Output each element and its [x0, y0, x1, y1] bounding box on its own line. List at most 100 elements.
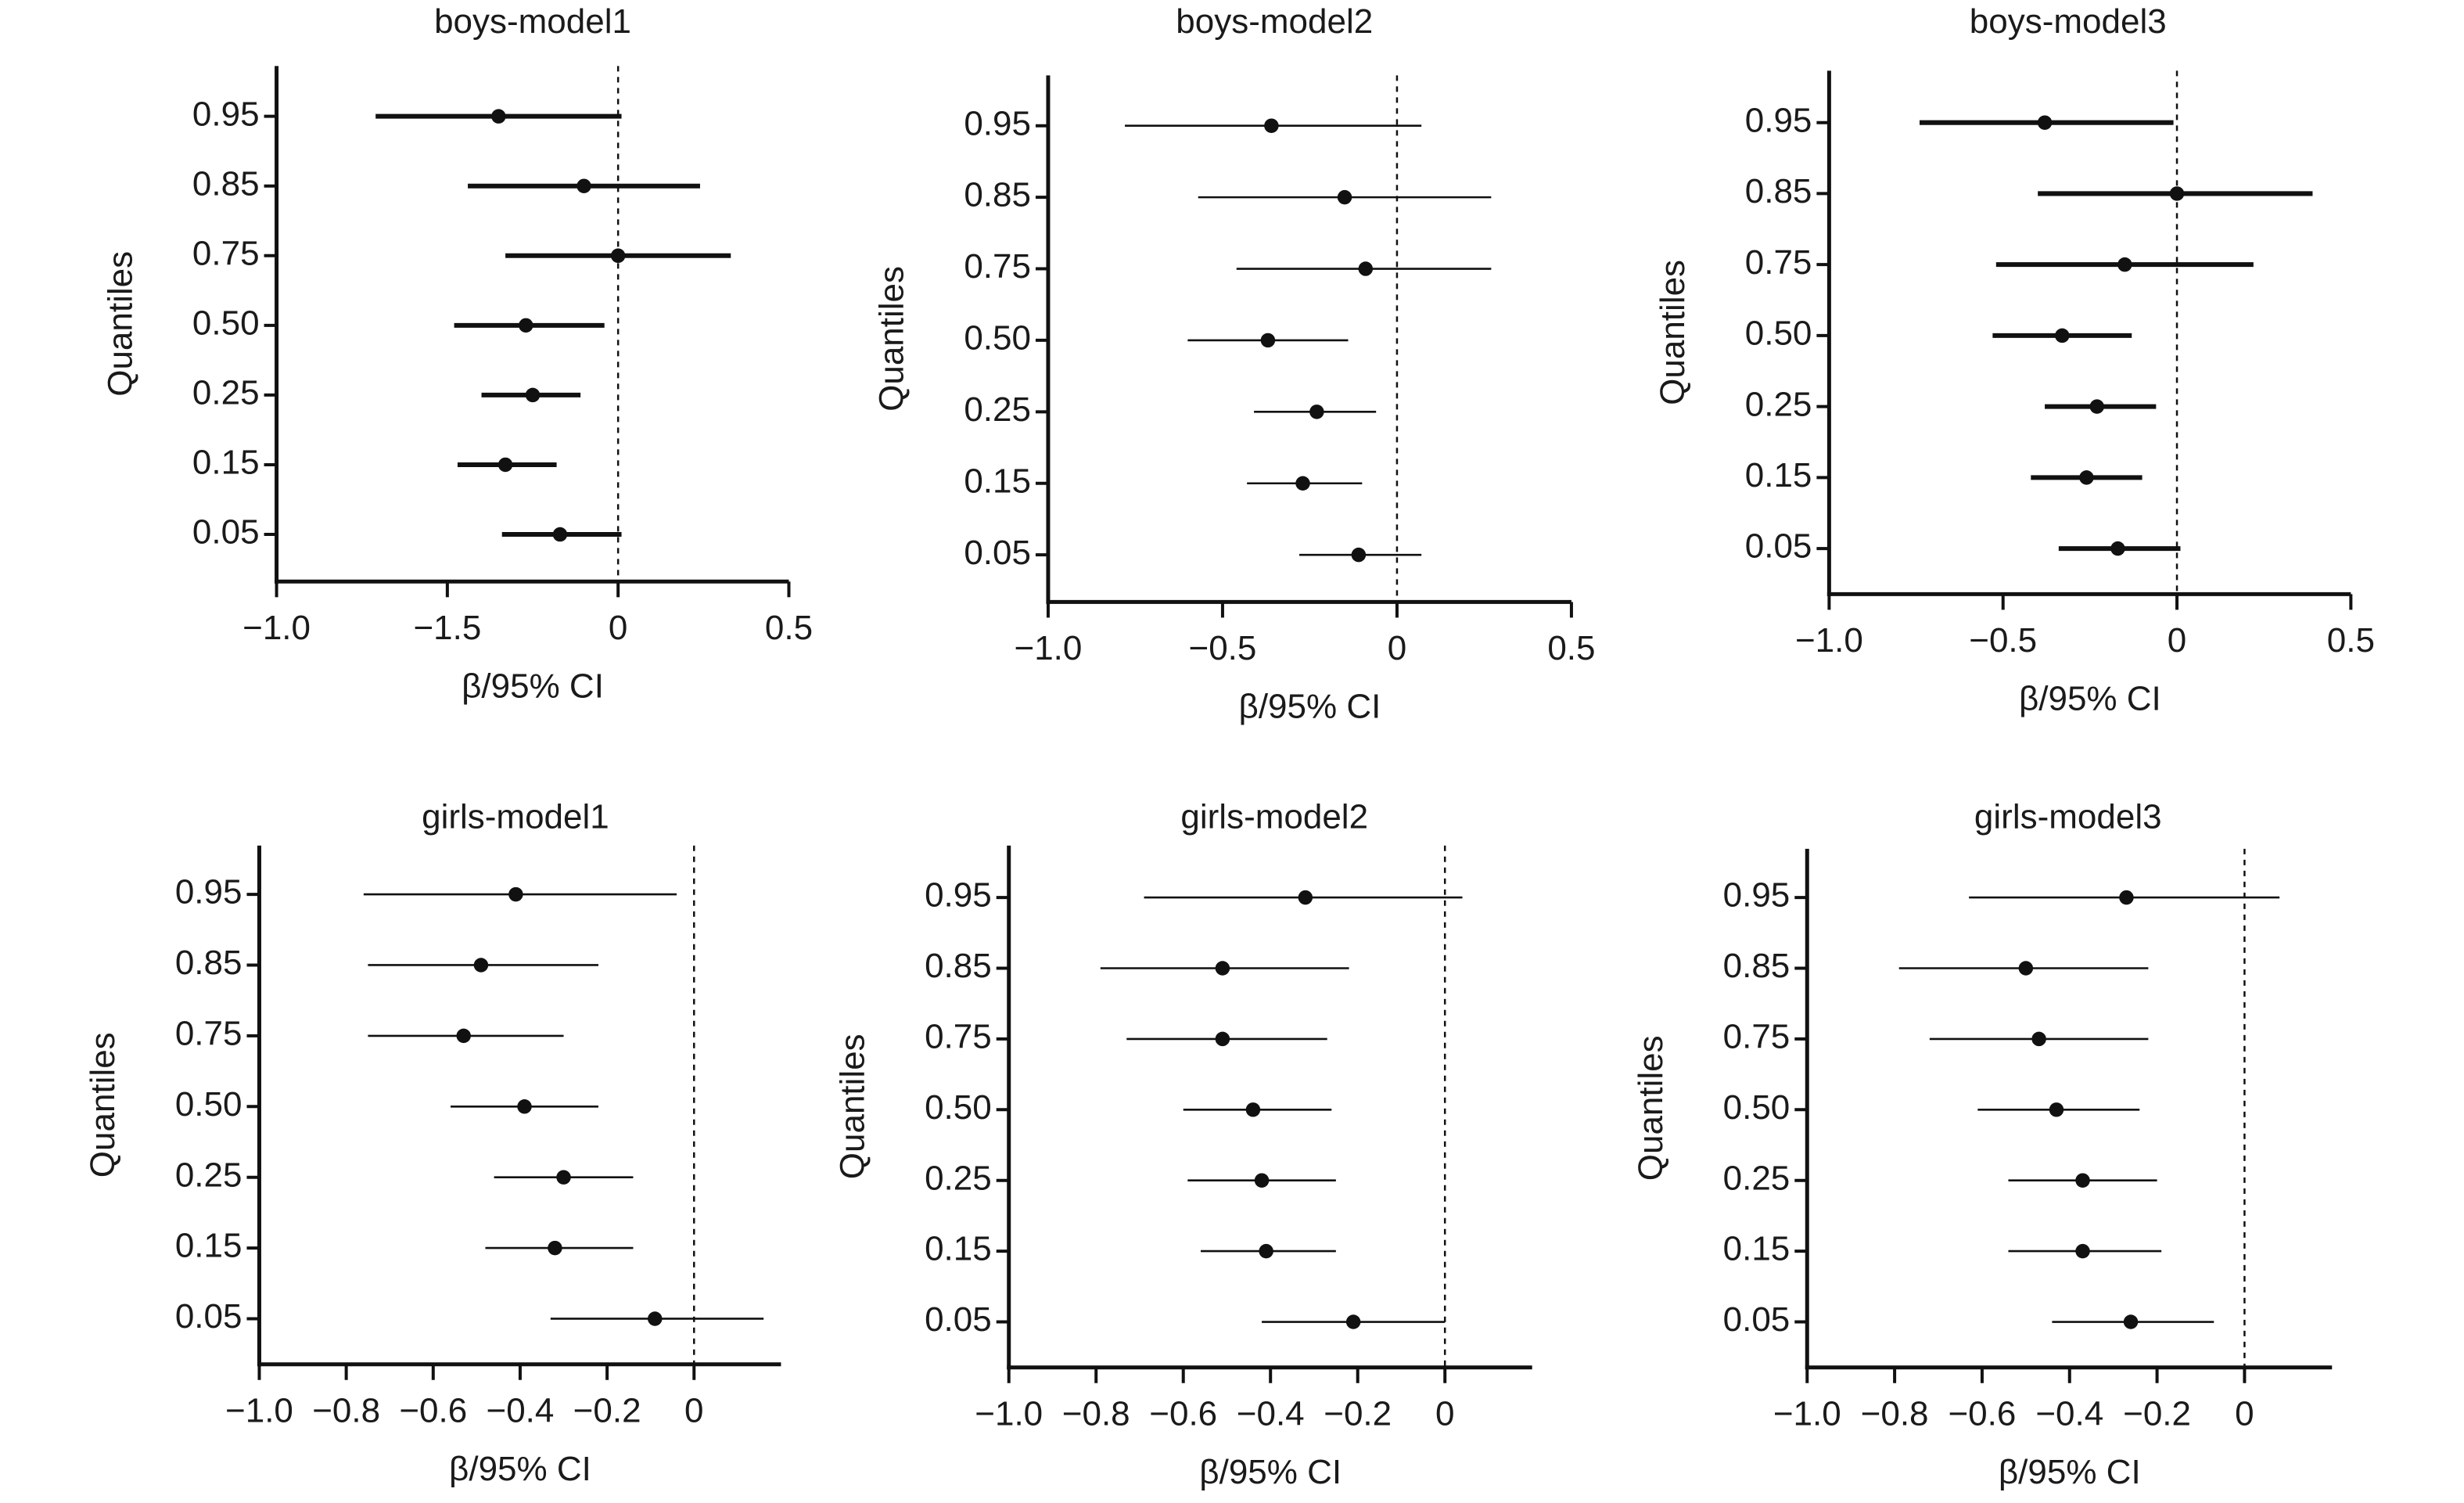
y-axis-label: Quantiles — [101, 251, 139, 397]
x-tick-label: −0.6 — [399, 1391, 467, 1429]
x-tick-label: 0 — [684, 1391, 703, 1429]
point-estimate — [1245, 1102, 1261, 1117]
y-tick-label: 0.25 — [192, 374, 260, 412]
point-estimate — [2049, 1102, 2064, 1117]
point-estimate — [1259, 1243, 1273, 1259]
y-tick-label: 0.50 — [925, 1088, 992, 1127]
point-estimate — [2110, 541, 2125, 556]
y-tick-label: 0.05 — [1723, 1300, 1791, 1339]
point-estimate — [1351, 547, 1367, 563]
x-tick-label: −1.0 — [975, 1394, 1043, 1433]
x-axis-label: β/95% CI — [449, 1450, 591, 1488]
point-estimate — [1337, 189, 1352, 205]
point-estimate — [1345, 1314, 1361, 1329]
y-tick-label: 0.85 — [925, 947, 992, 985]
y-tick-label: 0.95 — [925, 876, 992, 915]
y-tick-label: 0.25 — [175, 1156, 242, 1194]
y-tick-label: 0.15 — [175, 1227, 242, 1265]
point-estimate — [473, 958, 489, 973]
y-tick-label: 0.05 — [175, 1297, 242, 1336]
y-tick-label: 0.05 — [1745, 527, 1812, 566]
y-axis-label: Quantiles — [873, 266, 911, 412]
y-tick-label: 0.95 — [1723, 876, 1791, 915]
point-estimate — [2123, 1314, 2139, 1329]
point-estimate — [519, 318, 533, 333]
x-tick-label: −1.0 — [1015, 629, 1083, 667]
x-tick-label: −0.5 — [1189, 629, 1257, 667]
y-tick-label: 0.15 — [1745, 456, 1812, 494]
x-tick-label: −1.0 — [242, 609, 311, 647]
x-tick-label: −0.8 — [1062, 1394, 1130, 1433]
y-tick-label: 0.75 — [925, 1018, 992, 1056]
point-estimate — [491, 109, 506, 124]
y-tick-label: 0.95 — [192, 95, 260, 133]
point-estimate — [1309, 405, 1324, 419]
y-tick-label: 0.25 — [964, 390, 1031, 429]
panel: girls-model3 −1.0 −0.8 −0.6 −0.4 −0.2 0 β/95% C… — [1632, 797, 2333, 1491]
point-estimate — [2119, 890, 2134, 905]
panel: boys-model3 −1.0 −0.5 0 0.5 β/95% CI Quantiles… — [1654, 2, 2375, 718]
x-tick-label: 0.5 — [2327, 621, 2375, 660]
point-estimate — [610, 248, 626, 264]
x-tick-label: −0.8 — [1861, 1394, 1929, 1433]
panel-title: boys-model3 — [1970, 2, 2167, 41]
y-tick-label: 0.50 — [1723, 1088, 1791, 1127]
point-estimate — [497, 457, 513, 473]
point-estimate — [508, 886, 523, 902]
point-estimate — [1298, 890, 1313, 905]
panel: girls-model2 −1.0 −0.8 −0.6 −0.4 −0.2 0 β/95% C… — [833, 797, 1532, 1491]
x-tick-label: 0.5 — [1547, 629, 1595, 667]
y-tick-label: 0.50 — [964, 319, 1031, 358]
x-tick-label: −0.2 — [573, 1391, 641, 1429]
point-estimate — [552, 527, 568, 542]
x-axis-label: β/95% CI — [2019, 680, 2161, 718]
x-axis-label: β/95% CI — [462, 667, 604, 706]
point-estimate — [2079, 470, 2094, 485]
y-tick-label: 0.15 — [925, 1230, 992, 1268]
y-tick-label: 0.85 — [1723, 947, 1791, 985]
point-estimate — [2031, 1031, 2046, 1047]
y-tick-label: 0.05 — [925, 1300, 992, 1339]
y-tick-label: 0.15 — [964, 462, 1031, 500]
y-tick-label: 0.25 — [925, 1159, 992, 1197]
y-tick-label: 0.75 — [1745, 243, 1812, 282]
point-estimate — [648, 1311, 663, 1326]
point-estimate — [548, 1240, 562, 1256]
y-axis-label: Quantiles — [1654, 260, 1692, 405]
x-tick-label: −0.8 — [312, 1391, 380, 1429]
x-tick-label: −1.0 — [1795, 621, 1863, 660]
y-tick-label: 0.85 — [192, 164, 260, 203]
point-estimate — [2089, 399, 2105, 414]
x-tick-label: 0 — [609, 609, 627, 647]
y-tick-label: 0.75 — [1723, 1018, 1791, 1056]
point-estimate — [1295, 476, 1310, 491]
x-tick-label: 0 — [1388, 629, 1406, 667]
y-tick-label: 0.25 — [1723, 1159, 1791, 1197]
panel-title: boys-model1 — [434, 2, 631, 41]
y-tick-label: 0.75 — [175, 1015, 242, 1053]
x-tick-label: 0.5 — [765, 609, 813, 647]
point-estimate — [2075, 1173, 2090, 1188]
y-tick-label: 0.85 — [175, 944, 242, 982]
point-estimate — [1215, 1031, 1230, 1047]
point-estimate — [1215, 961, 1230, 976]
point-estimate — [2117, 257, 2132, 272]
x-tick-label: 0 — [2168, 621, 2186, 660]
point-estimate — [2075, 1243, 2090, 1259]
point-estimate — [2055, 328, 2070, 343]
y-tick-label: 0.15 — [1723, 1230, 1791, 1268]
y-tick-label: 0.50 — [175, 1085, 242, 1124]
panel-title: girls-model1 — [422, 797, 609, 836]
point-estimate — [2169, 186, 2185, 201]
panel-title: girls-model3 — [1974, 797, 2162, 836]
x-tick-label: 0 — [1435, 1394, 1454, 1433]
x-axis-label: β/95% CI — [1239, 688, 1381, 726]
panel: boys-model1 −1.0 −1.5 0 0.5 β/95% CI Quantiles… — [101, 2, 813, 706]
y-tick-label: 0.85 — [1745, 172, 1812, 210]
point-estimate — [556, 1170, 571, 1185]
y-axis-label: Quantiles — [833, 1034, 871, 1179]
point-estimate — [1254, 1173, 1270, 1188]
x-axis-label: β/95% CI — [1999, 1453, 2141, 1491]
y-tick-label: 0.15 — [192, 444, 260, 482]
